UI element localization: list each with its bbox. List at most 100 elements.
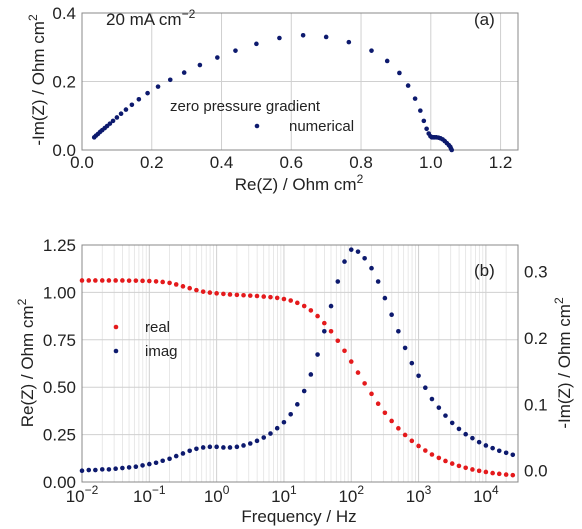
panel-a-point <box>129 102 135 108</box>
panel-a-xtick-label: 0.0 <box>70 153 94 172</box>
panel-b-point-imag <box>436 405 442 410</box>
panel-b-point-imag <box>416 373 421 379</box>
panel-b-point-imag <box>443 413 448 418</box>
panel-b-point-real <box>315 313 320 319</box>
panel-b-point-real <box>173 282 179 287</box>
panel-b-point-imag <box>187 448 192 454</box>
panel-b-point-imag <box>369 265 374 271</box>
panel-b-point-imag <box>463 431 468 437</box>
panel-b-point-real <box>348 359 354 364</box>
panel-b-point-imag <box>120 465 125 471</box>
panel-b-point-real <box>79 278 85 283</box>
panel-b-point-real <box>382 410 388 416</box>
panel-a-point <box>300 32 306 38</box>
panel-b-point-real <box>86 278 92 283</box>
panel-a-label: (a) <box>474 10 495 29</box>
panel-b-point-imag <box>490 445 495 451</box>
panel-a-ticks: 0.0 0.2 0.4 0.6 0.8 1.0 1.2 0.0 0.2 0.4 <box>52 4 512 172</box>
panel-b-point-imag <box>402 345 408 351</box>
panel-b-point-real <box>180 284 186 289</box>
panel-b-point-imag <box>308 372 314 377</box>
panel-b-border <box>81 244 519 483</box>
panel-a-point <box>424 126 429 132</box>
panel-b-point-real <box>503 472 509 477</box>
panel-b-point-imag <box>254 438 260 444</box>
panel-a-point <box>197 62 203 68</box>
panel-b-point-real <box>328 328 334 334</box>
panel-b-y2tick-label: 0.2 <box>524 329 548 348</box>
panel-b-point-real <box>490 470 495 476</box>
panel-a-point <box>418 108 423 113</box>
panel-b-point-real <box>113 278 118 283</box>
panel-b-point-real <box>160 279 165 285</box>
panel-a-border <box>81 12 519 151</box>
panel-b-point-real <box>456 463 462 469</box>
panel-b-point-imag <box>147 461 152 467</box>
panel-b-point-real <box>402 432 408 438</box>
panel-b-y2tick-label: 0.3 <box>524 263 548 282</box>
panel-b-point-imag <box>449 420 455 426</box>
panel-b-xtick-label: 100 <box>204 483 230 506</box>
panel-b-point-imag <box>476 439 482 445</box>
panel-b-point-imag <box>301 388 307 394</box>
panel-b-y2label: -Im(Z) / Ohm cm2 <box>552 297 574 429</box>
panel-a-legend-title: zero pressure gradient <box>170 98 321 115</box>
panel-a-ytick-label: 0.4 <box>52 4 76 23</box>
panel-b-point-real <box>470 467 475 472</box>
panel-a-point <box>233 48 238 53</box>
panel-b-point-real <box>281 296 287 302</box>
panel-b-point-imag <box>113 466 118 472</box>
panel-b-point-imag <box>362 255 367 261</box>
panel-b-point-real <box>342 348 347 354</box>
panel-b-xtick-label: 102 <box>338 483 364 506</box>
panel-a-ylabel: -Im(Z) / Ohm cm2 <box>26 14 48 146</box>
panel-b-point-real <box>268 294 273 300</box>
panel-b-point-real <box>274 295 280 301</box>
panel-a-point <box>254 41 259 47</box>
panel-a-point <box>405 83 411 88</box>
panel-b-point-imag <box>281 419 287 425</box>
panel-b-point-real <box>133 278 139 283</box>
panel-b-point-imag <box>496 448 502 454</box>
panel-a-xtick-label: 0.8 <box>349 153 373 172</box>
panel-b-point-real <box>254 293 260 299</box>
panel-b-point-imag <box>322 329 327 334</box>
panel-b-point-imag <box>274 425 280 431</box>
panel-b-point-imag <box>79 468 85 474</box>
panel-b-point-imag <box>389 312 394 318</box>
panel-b-point-imag <box>234 444 240 450</box>
panel-b-point-real <box>234 292 240 298</box>
panel-b-point-imag <box>93 467 98 473</box>
panel-b-point-real <box>194 287 199 293</box>
panel-b-point-real <box>476 468 482 474</box>
panel-b-point-imag <box>140 463 145 468</box>
panel-b-point-real <box>416 443 421 449</box>
panel-b-point-real <box>187 285 192 291</box>
panel-a-point <box>277 35 282 41</box>
panel-b-point-imag <box>315 352 320 357</box>
panel-b-ticks: 10−2 10−1 100 101 102 103 104 0.00 0.25 0.50 0.75 1… <box>43 236 548 506</box>
panel-b-point-imag <box>510 452 516 458</box>
panel-b-ytick-label: 0.50 <box>43 378 76 397</box>
panel-b-ytick-label: 1.25 <box>43 236 76 255</box>
panel-b-point-imag <box>375 279 381 284</box>
panel-b-point-real <box>449 461 455 466</box>
panel-b-point-imag <box>160 458 165 464</box>
panel-a-point <box>123 107 129 112</box>
panel-b-point-imag <box>470 435 475 441</box>
panel-b-point-real <box>322 320 327 326</box>
panel-b-point-imag <box>200 445 206 450</box>
panel-b-point-real <box>288 298 293 303</box>
panel-b-point-imag <box>423 385 428 391</box>
panel-b-label: (b) <box>474 261 495 280</box>
panel-b-point-real <box>140 278 145 284</box>
panel-b-point-imag <box>429 396 435 402</box>
panel-b-ytick-label: 0.75 <box>43 331 76 350</box>
panel-b-point-imag <box>241 443 246 448</box>
panel-a-xlabel: Re(Z) / Ohm cm2 <box>235 172 364 194</box>
panel-a-xtick-label: 1.0 <box>419 153 443 172</box>
panel-b-ytick-label: 0.25 <box>43 426 76 445</box>
panel-b-point-imag <box>335 279 341 284</box>
panel-a-point <box>167 77 173 83</box>
panel-a-point <box>449 147 455 153</box>
